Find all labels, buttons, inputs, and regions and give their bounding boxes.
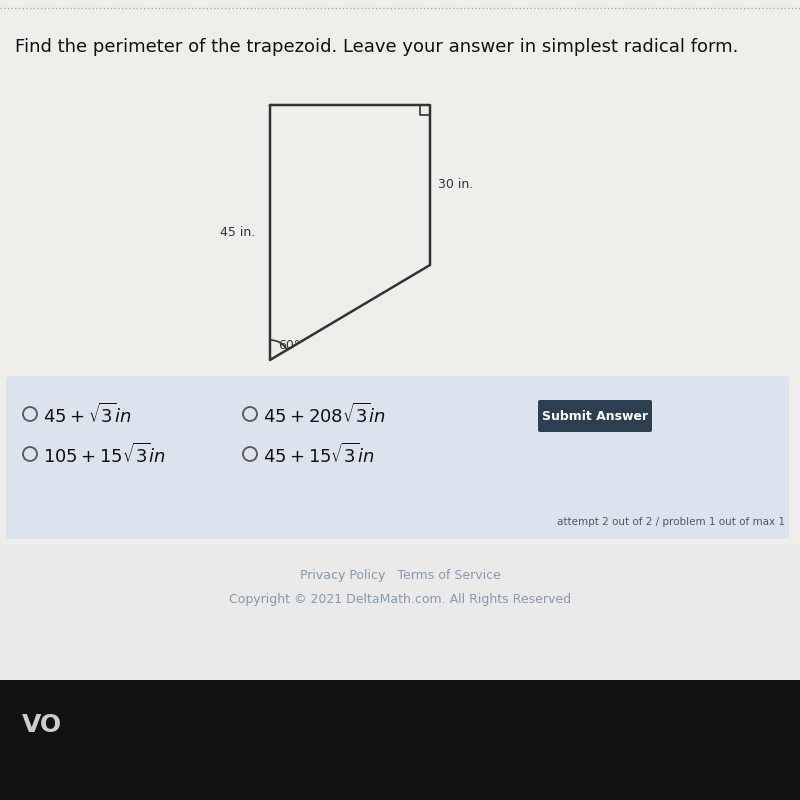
- Text: 45 in.: 45 in.: [220, 226, 255, 239]
- Text: $45 + 208\sqrt{3}in$: $45 + 208\sqrt{3}in$: [263, 403, 386, 427]
- Text: 60°: 60°: [278, 339, 300, 352]
- Text: attempt 2 out of 2 / problem 1 out of max 1: attempt 2 out of 2 / problem 1 out of ma…: [557, 517, 785, 527]
- Text: $45 + \sqrt{3}in$: $45 + \sqrt{3}in$: [43, 403, 131, 427]
- Text: Submit Answer: Submit Answer: [542, 410, 648, 422]
- Bar: [0, 680, 800, 800]
- Text: $45 + 15\sqrt{3}in$: $45 + 15\sqrt{3}in$: [263, 443, 374, 467]
- Text: Find the perimeter of the trapezoid. Leave your answer in simplest radical form.: Find the perimeter of the trapezoid. Lea…: [15, 38, 738, 56]
- Text: $105 + 15\sqrt{3}in$: $105 + 15\sqrt{3}in$: [43, 443, 166, 467]
- Text: VO: VO: [22, 713, 62, 737]
- Bar: [0, 545, 800, 800]
- Text: 30 in.: 30 in.: [438, 178, 474, 191]
- Text: Privacy Policy   Terms of Service: Privacy Policy Terms of Service: [299, 569, 501, 582]
- Text: Copyright © 2021 DeltaMath.com. All Rights Reserved: Copyright © 2021 DeltaMath.com. All Righ…: [229, 594, 571, 606]
- FancyBboxPatch shape: [6, 376, 789, 539]
- FancyBboxPatch shape: [538, 400, 652, 432]
